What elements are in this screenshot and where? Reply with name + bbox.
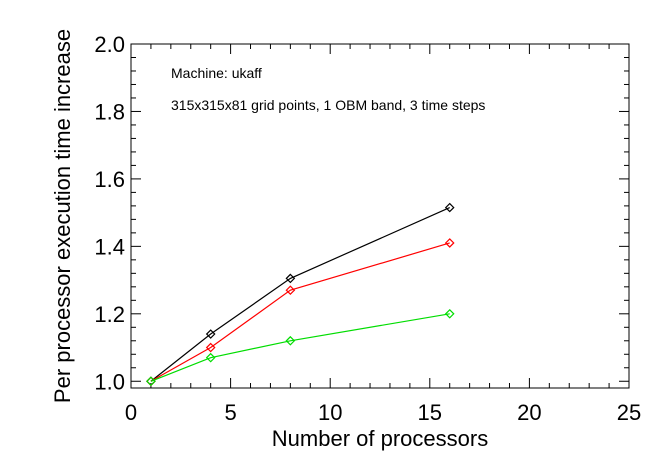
annotation-grid: 315x315x81 grid points, 1 OBM band, 3 ti… <box>171 97 485 113</box>
series-3 <box>146 308 455 387</box>
annotation-machine: Machine: ukaff <box>171 65 262 81</box>
y-tick-label: 2.0 <box>94 32 125 57</box>
y-axis-title: Per processor execution time increase <box>50 29 75 403</box>
x-tick-label: 25 <box>617 400 641 425</box>
plot-frame <box>130 43 630 389</box>
data-point-marker <box>444 202 455 213</box>
series-1 <box>146 202 455 387</box>
x-tick-label: 10 <box>318 400 342 425</box>
data-point-marker <box>205 352 216 363</box>
data-point-marker <box>444 238 455 248</box>
series-line <box>150 207 450 382</box>
series-line <box>150 242 450 382</box>
y-tick-label: 1.8 <box>94 99 125 124</box>
x-tick-label: 15 <box>418 400 442 425</box>
x-tick-labels: 0 5 10 15 20 25 <box>125 400 641 425</box>
x-tick-label: 20 <box>517 400 541 425</box>
data-point-marker <box>285 273 296 284</box>
y-tick-labels: 1.0 1.2 1.4 1.6 1.8 2.0 <box>94 32 125 394</box>
series-line <box>150 313 450 382</box>
data-point-marker <box>444 308 455 319</box>
axis-ticks <box>130 43 630 388</box>
x-axis-title: Number of processors <box>272 426 488 451</box>
series-2 <box>146 238 455 387</box>
x-tick-label: 5 <box>224 400 236 425</box>
data-point-marker <box>205 329 216 339</box>
data-point-marker <box>285 285 296 296</box>
y-tick-label: 1.0 <box>94 369 125 394</box>
y-tick-label: 1.2 <box>94 302 125 327</box>
series-layer <box>146 202 455 387</box>
data-point-marker <box>146 376 156 387</box>
y-tick-label: 1.4 <box>94 234 125 259</box>
data-point-marker <box>285 335 296 346</box>
y-tick-label: 1.6 <box>94 167 125 192</box>
x-tick-label: 0 <box>125 400 137 425</box>
data-point-marker <box>205 342 216 353</box>
